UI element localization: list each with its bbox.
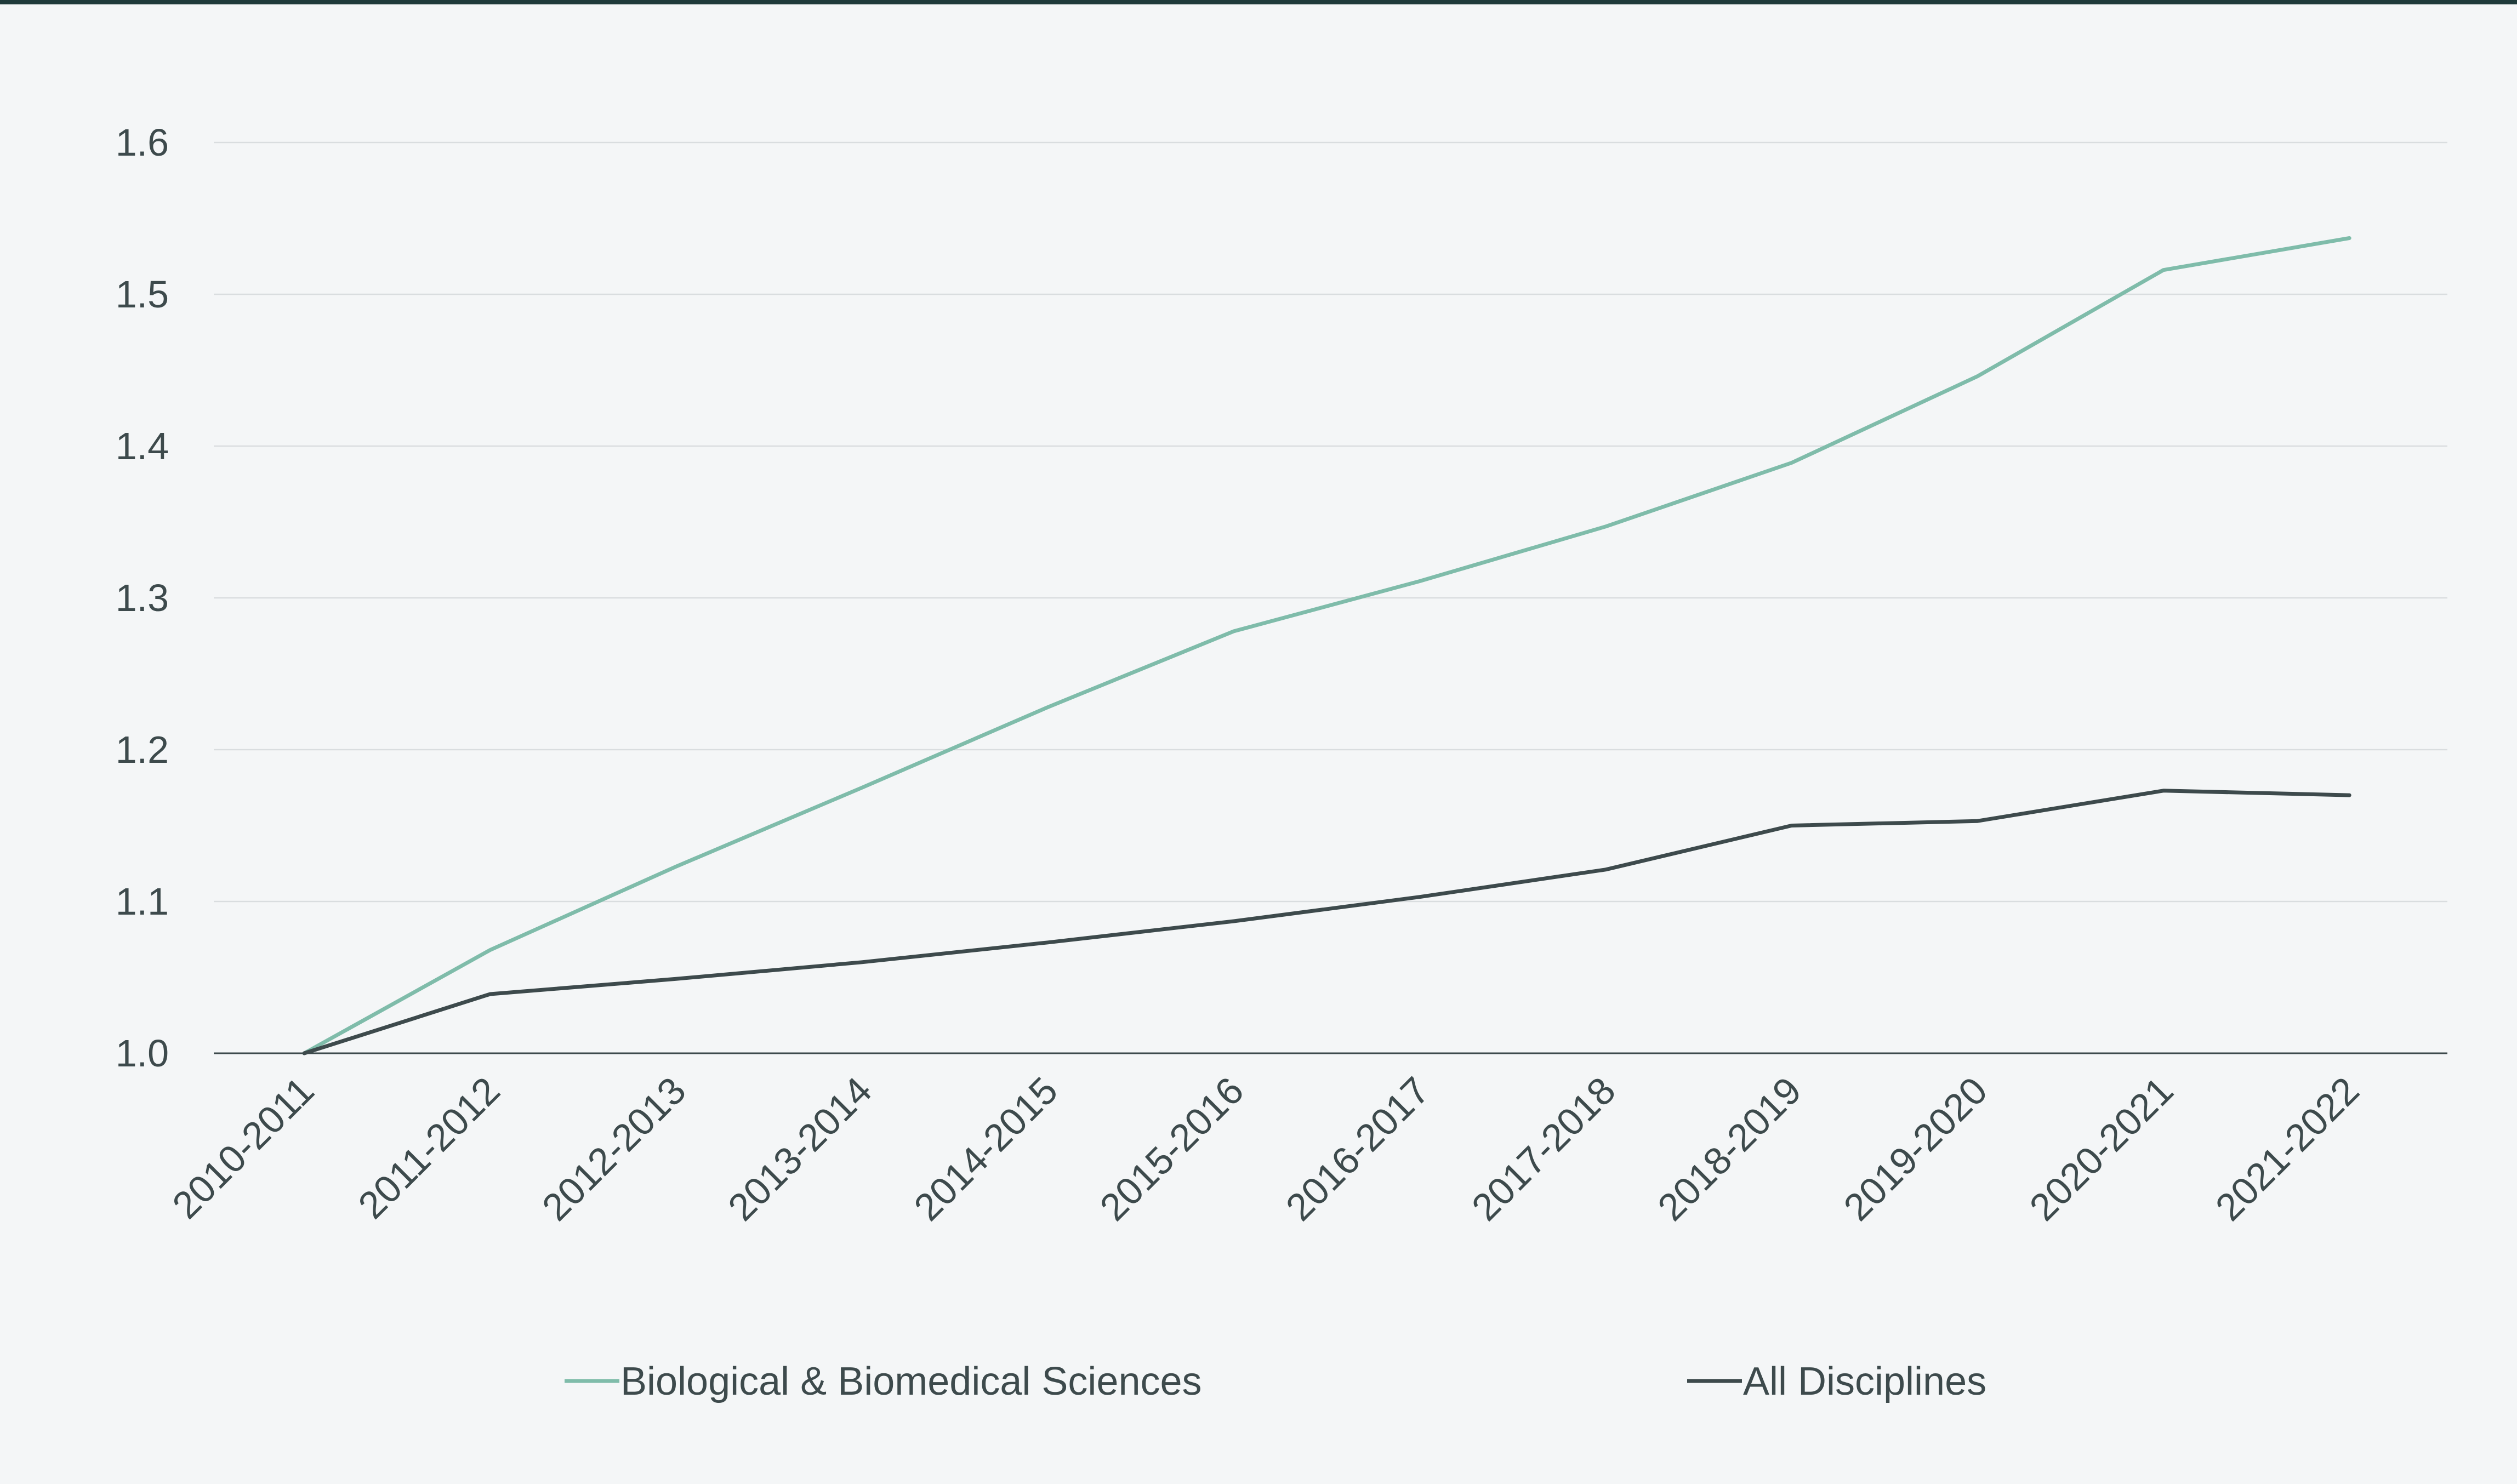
y-tick-label: 1.1 <box>116 880 169 923</box>
legend-item: Biological & Biomedical Sciences <box>565 1360 1202 1403</box>
x-tick-label: 2012-2013 <box>534 1069 694 1229</box>
top-border <box>0 0 2517 4</box>
legend-label: Biological & Biomedical Sciences <box>620 1360 1202 1403</box>
legend: Biological & Biomedical Sciences All Disc… <box>565 1360 1986 1403</box>
x-tick-label: 2021-2022 <box>2207 1069 2367 1229</box>
x-tick-label: 2010-2011 <box>164 1069 322 1226</box>
y-tick-label: 1.6 <box>116 121 169 164</box>
y-tick-label: 1.2 <box>116 728 169 771</box>
series-line-all-disciplines <box>302 789 2351 1055</box>
x-tick-label: 2013-2014 <box>720 1069 880 1229</box>
x-tick-label: 2018-2019 <box>1649 1069 1809 1229</box>
x-tick-label: 2011-2012 <box>350 1069 508 1226</box>
y-tick-label: 1.3 <box>116 577 169 619</box>
x-tick-label: 2014-2015 <box>906 1069 1066 1229</box>
series-lines <box>302 236 2351 1055</box>
x-tick-label: 2015-2016 <box>1092 1069 1252 1229</box>
x-tick-label: 2020-2021 <box>2021 1069 2182 1229</box>
legend-item: All Disciplines <box>1687 1360 1986 1403</box>
x-tick-label: 2016-2017 <box>1278 1069 1438 1229</box>
y-tick-label: 1.5 <box>116 273 169 316</box>
y-tick-label: 1.4 <box>116 425 169 467</box>
gridlines <box>214 141 2447 1054</box>
x-tick-label: 2019-2020 <box>1836 1069 1996 1229</box>
x-tick-label: 2017-2018 <box>1463 1069 1624 1229</box>
y-tick-label: 1.0 <box>116 1032 169 1075</box>
series-line-biological-biomedical <box>302 236 2351 1055</box>
y-axis-ticks: 1.0 1.1 1.2 1.3 1.4 1.5 1.6 <box>116 121 169 1075</box>
legend-label: All Disciplines <box>1743 1360 1986 1403</box>
x-axis-ticks: 2010-2011 2011-2012 2012-2013 2013-2014 2014… <box>164 1069 2367 1229</box>
